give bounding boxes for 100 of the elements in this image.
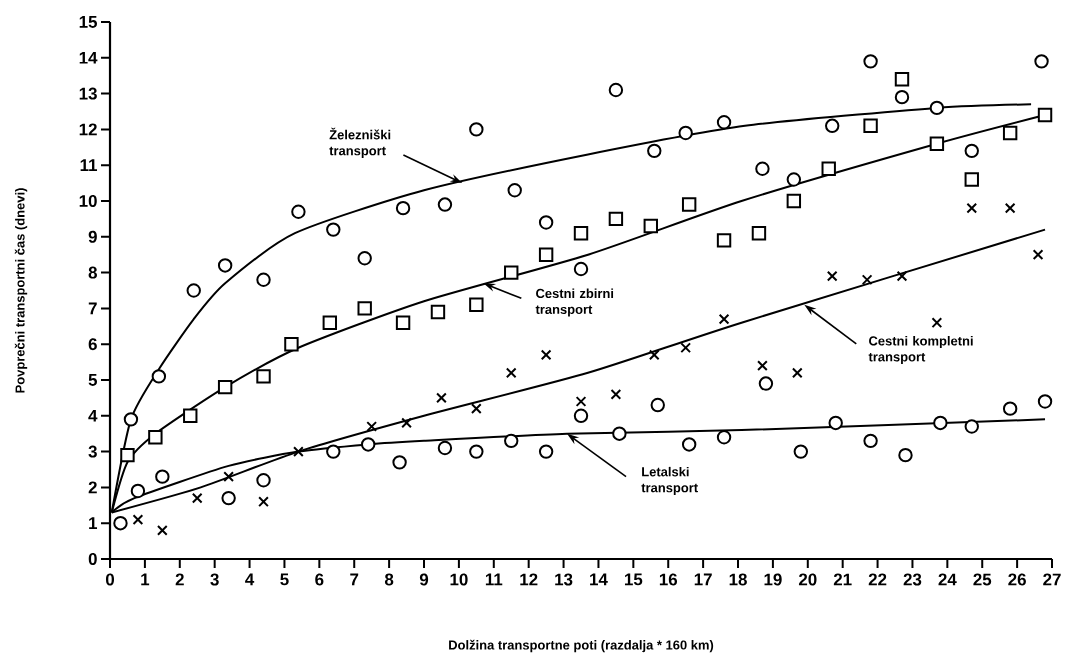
y-tick-label: 8 (88, 266, 97, 279)
point (1032, 249, 1044, 261)
x-tick-label: 3 (210, 573, 219, 586)
x-axis-title: Dolžina transportne poti (razdalja * 160 km) (449, 639, 714, 653)
x-tick-label: 7 (350, 573, 359, 586)
x-tick-label: 9 (419, 573, 429, 586)
point (650, 397, 665, 413)
x-tick-label: 21 (833, 573, 852, 586)
point (326, 444, 341, 459)
point (894, 89, 910, 105)
point (469, 444, 484, 459)
point (647, 143, 662, 159)
point (791, 367, 803, 379)
x-tick-label: 13 (555, 573, 573, 586)
point (678, 125, 693, 141)
point (437, 197, 453, 212)
x-tick-label: 18 (729, 573, 747, 586)
x-tick-label: 24 (938, 573, 957, 586)
point (223, 471, 235, 483)
point (933, 415, 948, 431)
x-tick-label: 20 (798, 573, 817, 586)
point (258, 496, 269, 508)
point (538, 444, 554, 459)
point (786, 172, 802, 187)
point (256, 369, 271, 384)
point (648, 349, 660, 361)
x-tick-label: 22 (868, 573, 887, 586)
x-tick-label: 11 (485, 573, 503, 586)
point (366, 421, 378, 432)
annotation: Cestni kompletni transport (868, 336, 973, 365)
y-tick-label: 10 (79, 194, 97, 207)
x-tick-label: 17 (694, 573, 712, 586)
point (681, 197, 697, 212)
point (217, 258, 233, 273)
annotation: Železniški transport (329, 127, 391, 158)
point (964, 172, 979, 187)
point (825, 118, 840, 133)
point (1002, 125, 1018, 141)
y-tick-label: 0 (88, 552, 97, 565)
point (436, 392, 447, 404)
point (861, 274, 873, 286)
point (538, 215, 554, 230)
point (643, 218, 658, 234)
point (291, 204, 306, 219)
point (608, 82, 624, 98)
point (573, 408, 589, 423)
y-tick-label: 12 (79, 123, 97, 136)
point (256, 473, 271, 488)
point (716, 115, 732, 130)
point (123, 412, 139, 427)
point (718, 313, 730, 325)
point (826, 270, 838, 282)
point (1002, 401, 1018, 416)
point (896, 270, 908, 282)
point (608, 211, 624, 227)
y-tick-label: 2 (88, 481, 97, 494)
point (392, 455, 407, 470)
point (256, 272, 271, 287)
point (191, 492, 203, 504)
point (575, 396, 587, 407)
x-tick-label: 25 (973, 573, 992, 586)
x-tick-label: 27 (1043, 573, 1061, 586)
x-tick-label: 16 (659, 573, 678, 586)
point (507, 183, 522, 198)
point (863, 54, 878, 69)
point (155, 469, 170, 484)
point (395, 315, 411, 330)
x-tick-label: 8 (384, 573, 394, 586)
point (863, 118, 878, 133)
x-tick-label: 12 (520, 573, 538, 586)
point (183, 408, 198, 423)
point (357, 301, 372, 316)
point (437, 440, 453, 456)
point (929, 100, 945, 116)
y-tick-label: 13 (79, 87, 97, 100)
y-tick-label: 15 (79, 16, 98, 28)
point (573, 261, 589, 277)
annotation: Letalski transport (641, 466, 698, 495)
point (130, 483, 146, 499)
point (326, 222, 341, 237)
point (186, 283, 201, 298)
y-tick-label: 7 (88, 302, 97, 315)
point (898, 447, 913, 463)
y-tick-label: 3 (88, 445, 97, 458)
point (573, 226, 589, 241)
point (148, 430, 163, 445)
point (929, 136, 945, 151)
point (758, 376, 774, 391)
point (504, 265, 519, 280)
point (966, 202, 978, 214)
x-tick-label: 19 (764, 573, 782, 586)
point (964, 143, 979, 159)
x-tick-label: 10 (450, 573, 468, 586)
point (113, 515, 128, 531)
point (821, 161, 836, 176)
x-tick-label: 6 (315, 573, 324, 586)
point (716, 430, 732, 445)
point (132, 514, 144, 525)
point (120, 447, 135, 463)
point (284, 336, 299, 352)
